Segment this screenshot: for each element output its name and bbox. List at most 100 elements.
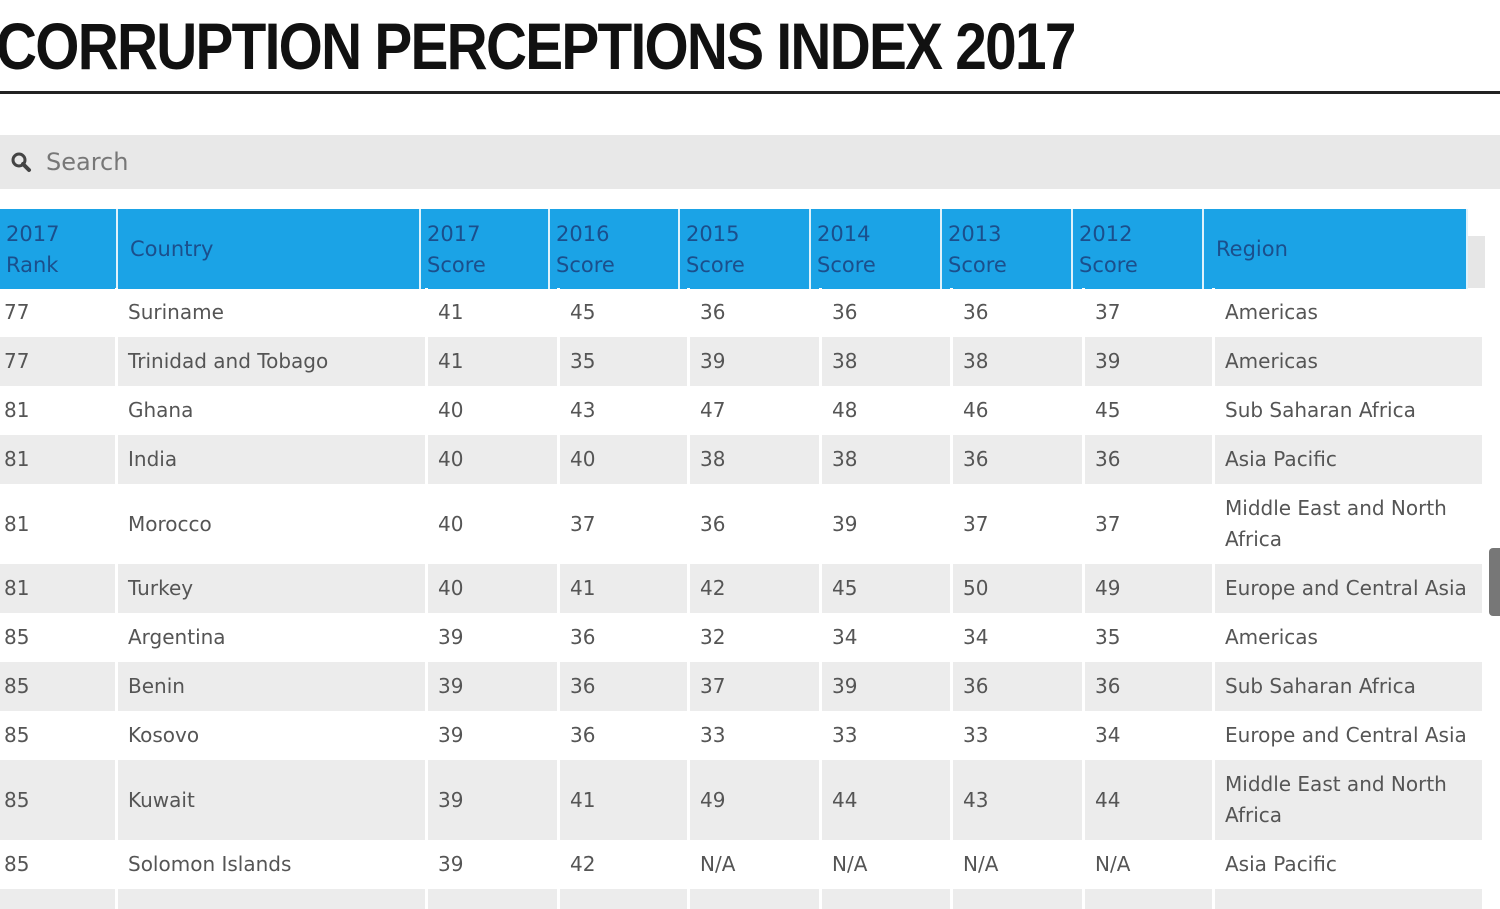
table-row: 85 Kuwait 39 41 49 44 43 44 Middle East and Nort… — [0, 760, 1485, 840]
table-row: 85 Solomon Islands 39 42 N/A N/A N/A N/A Asia Pa… — [0, 840, 1485, 889]
table-cell: 43 — [953, 760, 1085, 840]
table-cell — [690, 889, 822, 909]
table-row: 77 Trinidad and Tobago 41 35 39 38 38 39 America… — [0, 337, 1485, 386]
table-cell: 39 — [428, 760, 560, 840]
column-header[interactable]: Region — [1204, 209, 1468, 289]
table-cell: 36 — [1085, 662, 1215, 711]
table-cell: 41 — [428, 288, 560, 337]
table-cell: 42 — [690, 564, 822, 613]
column-header[interactable]: 2012 Score — [1073, 209, 1204, 289]
table-cell: Ghana — [118, 386, 428, 435]
table-cell: Americas — [1215, 288, 1485, 337]
table-row-partial — [0, 889, 1485, 909]
table-cell: Sub Saharan Africa — [1215, 662, 1485, 711]
table-cell: 41 — [560, 760, 690, 840]
column-header[interactable]: 2014 Score — [811, 209, 942, 289]
table-cell — [1215, 889, 1485, 909]
table-cell: 38 — [690, 435, 822, 484]
table-cell: Morocco — [118, 484, 428, 564]
table-cell: 37 — [690, 662, 822, 711]
title-divider — [0, 91, 1500, 94]
table-cell: 77 — [0, 337, 118, 386]
table-cell: 48 — [822, 386, 953, 435]
table-cell: 34 — [953, 613, 1085, 662]
table-cell: 49 — [690, 760, 822, 840]
table-cell: Americas — [1215, 337, 1485, 386]
table-cell: 39 — [428, 613, 560, 662]
table-cell: 40 — [428, 484, 560, 564]
table-cell: Sub Saharan Africa — [1215, 386, 1485, 435]
table-row: 85 Argentina 39 36 32 34 34 35 Americas — [0, 613, 1485, 662]
table-cell: 46 — [953, 386, 1085, 435]
table-cell: 50 — [953, 564, 1085, 613]
table-cell: 39 — [822, 662, 953, 711]
table-cell: 39 — [822, 484, 953, 564]
table-cell: 37 — [1085, 484, 1215, 564]
table-cell: N/A — [690, 840, 822, 889]
table-cell: 44 — [1085, 760, 1215, 840]
table-cell: 38 — [822, 337, 953, 386]
table-cell: 43 — [560, 386, 690, 435]
table-cell: 85 — [0, 760, 118, 840]
table-row: 81 India 40 40 38 38 36 36 Asia Pacific — [0, 435, 1485, 484]
table-cell: 36 — [560, 662, 690, 711]
table-cell: 41 — [560, 564, 690, 613]
table-cell: Kuwait — [118, 760, 428, 840]
column-header[interactable]: 2015 Score — [680, 209, 811, 289]
table-cell: Turkey — [118, 564, 428, 613]
table-cell: Americas — [1215, 613, 1485, 662]
table-cell: 36 — [560, 613, 690, 662]
table-cell: 47 — [690, 386, 822, 435]
table-cell — [0, 889, 118, 909]
table-cell — [822, 889, 953, 909]
table-cell: Solomon Islands — [118, 840, 428, 889]
table-cell: 37 — [953, 484, 1085, 564]
table-cell: 77 — [0, 288, 118, 337]
table-cell: 40 — [428, 386, 560, 435]
search-bar — [0, 135, 1500, 189]
table-cell: 34 — [822, 613, 953, 662]
table-cell: 81 — [0, 386, 118, 435]
table-cell: 32 — [690, 613, 822, 662]
scrollbar-thumb[interactable] — [1489, 548, 1500, 616]
table-cell: 39 — [1085, 337, 1215, 386]
column-header[interactable]: Country — [118, 209, 421, 289]
table-cell: Middle East and North Africa — [1215, 484, 1485, 564]
table-cell: 37 — [1085, 288, 1215, 337]
table-cell: India — [118, 435, 428, 484]
table-cell: Asia Pacific — [1215, 840, 1485, 889]
table-cell: Argentina — [118, 613, 428, 662]
column-header[interactable]: 2017 Rank — [0, 209, 118, 289]
table-row: 81 Ghana 40 43 47 48 46 45 Sub Saharan Africa — [0, 386, 1485, 435]
column-header[interactable]: 2017 Score — [421, 209, 550, 289]
table-cell: 33 — [953, 711, 1085, 760]
table-cell: 37 — [560, 484, 690, 564]
table-row: 81 Morocco 40 37 36 39 37 37 Middle East and Nor… — [0, 484, 1485, 564]
table-cell: Trinidad and Tobago — [118, 337, 428, 386]
table-cell — [953, 889, 1085, 909]
column-header[interactable]: 2013 Score — [942, 209, 1073, 289]
table-cell: Europe and Central Asia — [1215, 564, 1485, 613]
column-header[interactable]: 2016 Score — [550, 209, 680, 289]
results-table: 77 Suriname 41 45 36 36 36 37 Americas 77 Trinidad… — [0, 288, 1485, 909]
table-cell: 45 — [560, 288, 690, 337]
table-cell: 36 — [822, 288, 953, 337]
table-cell: 44 — [822, 760, 953, 840]
table-cell: 45 — [1085, 386, 1215, 435]
table-cell: 38 — [953, 337, 1085, 386]
table-cell: 41 — [428, 337, 560, 386]
table-cell: 39 — [428, 840, 560, 889]
table-cell: 40 — [428, 435, 560, 484]
table-cell: 36 — [690, 288, 822, 337]
search-input[interactable] — [44, 147, 1448, 177]
table-cell: 36 — [953, 435, 1085, 484]
table-cell: 81 — [0, 435, 118, 484]
table-cell: Suriname — [118, 288, 428, 337]
table-cell: 85 — [0, 662, 118, 711]
table-cell: 36 — [953, 288, 1085, 337]
table-cell — [118, 889, 428, 909]
table-row: 85 Benin 39 36 37 39 36 36 Sub Saharan Africa — [0, 662, 1485, 711]
table-cell — [428, 889, 560, 909]
table-cell: 49 — [1085, 564, 1215, 613]
table-cell: N/A — [953, 840, 1085, 889]
